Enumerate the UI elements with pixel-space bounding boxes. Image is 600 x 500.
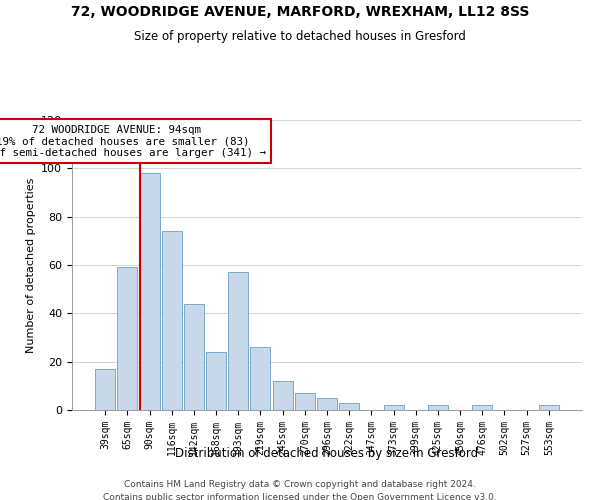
Bar bbox=[118, 268, 137, 410]
Bar bbox=[428, 405, 448, 410]
Bar bbox=[206, 352, 226, 410]
Bar bbox=[228, 272, 248, 410]
Bar bbox=[472, 405, 492, 410]
Text: 72 WOODRIDGE AVENUE: 94sqm
← 19% of detached houses are smaller (83)
80% of semi: 72 WOODRIDGE AVENUE: 94sqm ← 19% of deta… bbox=[0, 125, 266, 158]
Bar bbox=[272, 381, 293, 410]
Bar bbox=[317, 398, 337, 410]
Bar bbox=[383, 405, 404, 410]
Text: Size of property relative to detached houses in Gresford: Size of property relative to detached ho… bbox=[134, 30, 466, 43]
Bar bbox=[140, 173, 160, 410]
Text: Contains HM Land Registry data © Crown copyright and database right 2024.: Contains HM Land Registry data © Crown c… bbox=[124, 480, 476, 489]
Bar bbox=[184, 304, 204, 410]
Bar bbox=[250, 347, 271, 410]
Bar bbox=[295, 393, 315, 410]
Bar bbox=[339, 403, 359, 410]
Bar bbox=[162, 231, 182, 410]
Text: 72, WOODRIDGE AVENUE, MARFORD, WREXHAM, LL12 8SS: 72, WOODRIDGE AVENUE, MARFORD, WREXHAM, … bbox=[71, 5, 529, 19]
Y-axis label: Number of detached properties: Number of detached properties bbox=[26, 178, 35, 352]
Bar bbox=[539, 405, 559, 410]
Bar bbox=[95, 369, 115, 410]
Text: Distribution of detached houses by size in Gresford: Distribution of detached houses by size … bbox=[175, 448, 479, 460]
Text: Contains public sector information licensed under the Open Government Licence v3: Contains public sector information licen… bbox=[103, 492, 497, 500]
